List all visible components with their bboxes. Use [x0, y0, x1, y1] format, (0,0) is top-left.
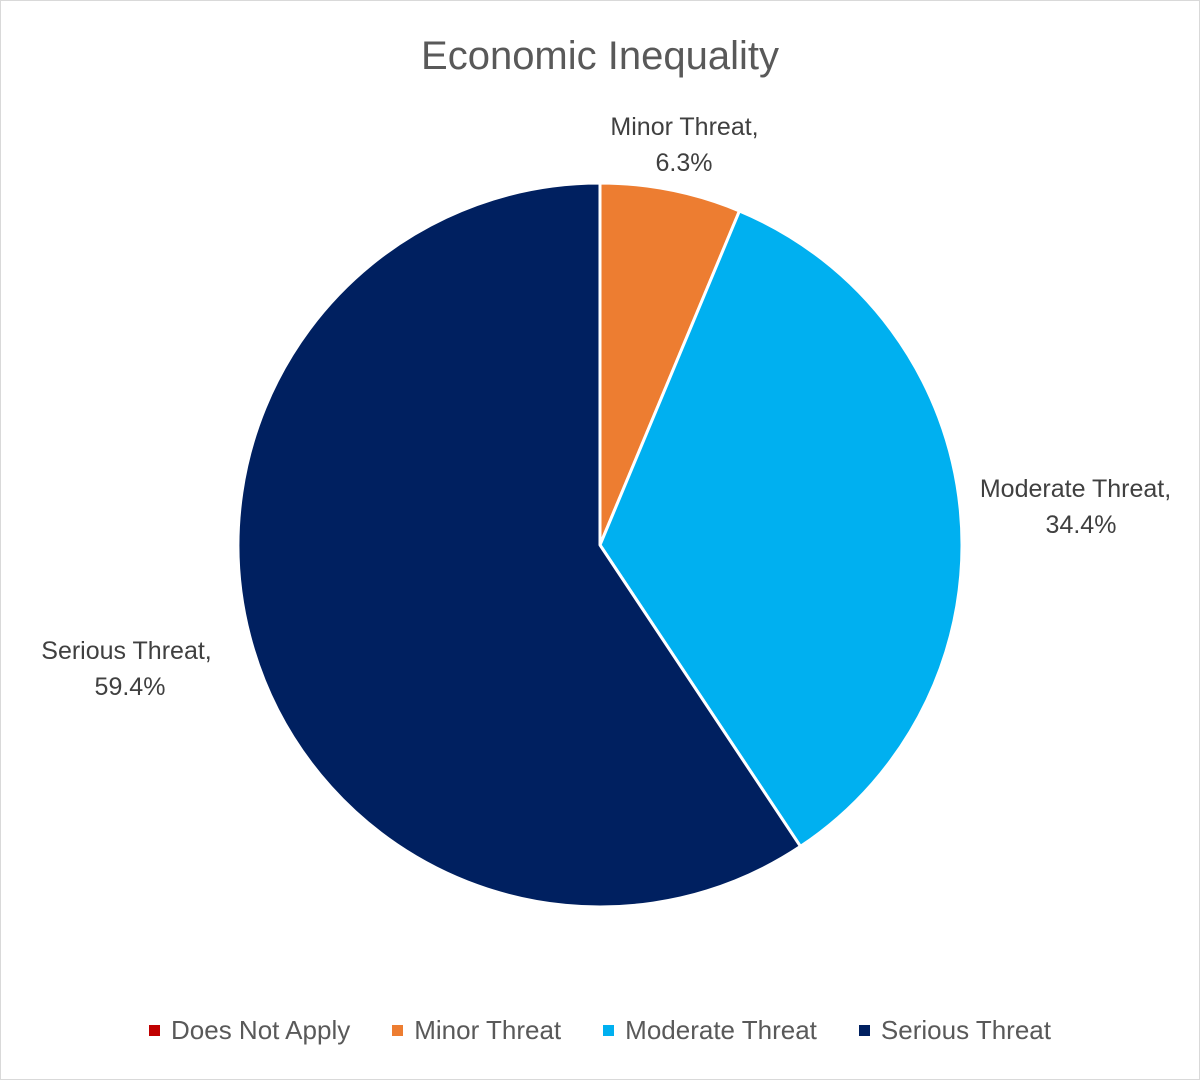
label-serious-threat-line1: Serious Threat,	[41, 637, 211, 665]
legend-item-moderate-threat: Moderate Threat	[603, 1010, 817, 1050]
legend-item-does-not-apply: Does Not Apply	[149, 1010, 350, 1050]
label-minor-threat-line1: Minor Threat,	[610, 113, 758, 141]
pie-slices	[236, 181, 964, 909]
legend-swatch	[149, 1024, 161, 1036]
legend-item-minor-threat: Minor Threat	[392, 1010, 561, 1050]
slice-serious-threat	[236, 181, 802, 909]
chart-legend: Does Not Apply Minor Threat Moderate Threa…	[0, 1010, 1200, 1050]
chart-title: Economic Inequality	[421, 34, 779, 78]
slice-minor-threat	[598, 181, 741, 547]
slice-moderate-threat	[598, 209, 964, 848]
legend-label: Moderate Threat	[625, 1015, 817, 1045]
label-moderate-threat: Moderate Threat, 34.4%	[980, 475, 1178, 539]
legend-label: Serious Threat	[880, 1015, 1051, 1045]
legend-item-serious-threat: Serious Threat	[858, 1010, 1051, 1050]
legend-swatch	[858, 1024, 870, 1036]
label-moderate-threat-line1: Moderate Threat,	[980, 475, 1171, 503]
label-minor-threat: Minor Threat, 6.3%	[610, 113, 765, 177]
label-moderate-threat-line2: 34.4%	[1046, 511, 1117, 539]
label-serious-threat-line2: 59.4%	[95, 673, 166, 701]
legend-label: Does Not Apply	[171, 1015, 351, 1045]
slice-labels: Minor Threat, 6.3% Moderate Threat, 34.4…	[41, 113, 1178, 701]
legend-swatch	[603, 1024, 615, 1036]
label-minor-threat-line2: 6.3%	[656, 149, 713, 177]
label-serious-threat: Serious Threat, 59.4%	[41, 637, 218, 701]
legend-label: Minor Threat	[414, 1015, 562, 1045]
legend-swatch	[392, 1024, 404, 1036]
